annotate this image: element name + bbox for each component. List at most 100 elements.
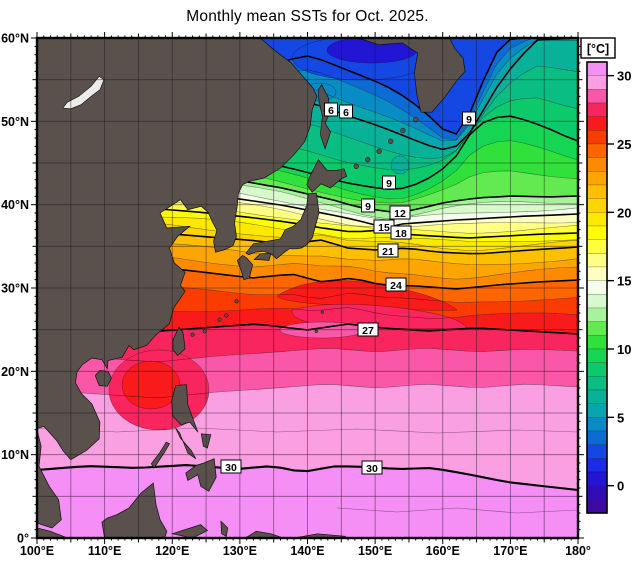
- contour-label-text: 9: [386, 178, 392, 190]
- contour-label-text: 15: [378, 222, 390, 234]
- contour-label-text: 18: [395, 228, 407, 240]
- y-axis-label: 20°N: [1, 365, 29, 379]
- contour-label-box: [389, 205, 411, 220]
- colorbar-border: [586, 61, 608, 514]
- colorbar-segment: [586, 389, 608, 404]
- land-visayas: [175, 427, 197, 460]
- x-axis-label: 180°: [565, 544, 591, 558]
- x-axis-label: 150°E: [358, 544, 392, 558]
- ogasawara-island: [314, 329, 318, 333]
- x-axis-labels: 100°E 110°E 120°E 130°E 140°E 150°E 160°E 170°E…: [20, 544, 591, 558]
- colorbar-tick-label: 0: [617, 479, 624, 494]
- colorbar-segment: [586, 335, 608, 350]
- contour-label-text: 27: [362, 325, 374, 337]
- x-axis-label: 100°E: [20, 544, 54, 558]
- x-axis-label: 140°E: [290, 544, 324, 558]
- contour-label-text: 21: [382, 246, 394, 258]
- contour-label-text: 9: [365, 201, 371, 213]
- contour-label-box: [357, 322, 379, 337]
- lat-lon-grid: [37, 38, 578, 538]
- land-luzon: [171, 384, 199, 433]
- colorbar-segment: [586, 143, 608, 158]
- kuril-island: [388, 138, 394, 144]
- contour-label-box: [339, 104, 353, 119]
- ryukyu-island: [234, 299, 239, 304]
- contour-label-box: [382, 175, 396, 190]
- contour-label-text: 12: [394, 208, 406, 220]
- contour-label-text: 6: [328, 105, 334, 117]
- x-axis-label: 110°E: [88, 544, 122, 558]
- x-axis-label: 120°E: [155, 544, 189, 558]
- colorbar-segment: [586, 253, 608, 268]
- colorbar-segment: [586, 75, 608, 90]
- colorbar-segment: [586, 294, 608, 309]
- contour-label-box: [361, 460, 383, 475]
- land-masses: [37, 38, 466, 538]
- colorbar-tick-label: 15: [617, 274, 631, 289]
- contour-label-box: [220, 459, 242, 474]
- land-hainan: [94, 370, 112, 387]
- colorbar-tick-label: 25: [617, 137, 631, 152]
- contour-label-box: [377, 243, 399, 258]
- contour-label-text: 30: [225, 462, 237, 474]
- colorbar-segment: [586, 266, 608, 281]
- contour-label-box: [324, 102, 338, 117]
- colorbar-segment: [586, 198, 608, 213]
- land-kyushu: [236, 255, 254, 281]
- colorbar-segment: [586, 225, 608, 240]
- ryukyu-island: [224, 313, 229, 318]
- colorbar-unit-box: [580, 37, 616, 59]
- tropical-thin-contour-1: [37, 427, 578, 434]
- kuril-island: [353, 163, 359, 169]
- contour-label-box: [390, 225, 412, 240]
- land-borneo: [101, 482, 168, 538]
- land-shikoku: [253, 252, 272, 261]
- land-mindanao: [185, 458, 217, 492]
- x-axis-label: 170°E: [493, 544, 527, 558]
- land-taiwan: [172, 326, 186, 357]
- colorbar-segment: [586, 89, 608, 104]
- colorbar-segment: [586, 157, 608, 172]
- sst-band-16: [37, 184, 578, 234]
- y-axis-label: 60°N: [1, 32, 29, 46]
- y-axis-label: 10°N: [1, 448, 29, 462]
- colorbar: 30 25 20 15 10 5 0 [°C]: [580, 37, 631, 514]
- y-axis-label: 40°N: [1, 198, 29, 212]
- land-kamchatka: [358, 38, 466, 113]
- colorbar-segment: [586, 485, 608, 500]
- chart-title: Monthly mean SSTs for Oct. 2025.: [186, 8, 429, 25]
- contour-label-text: 30: [366, 463, 378, 475]
- tropical-thin-contour-2: [336, 507, 578, 514]
- ryukyu-island: [190, 332, 195, 337]
- ogasawara-island: [320, 310, 325, 314]
- colorbar-segment: [586, 239, 608, 254]
- land-sumatra: [37, 527, 68, 538]
- contour-label-text: 24: [390, 280, 402, 292]
- colorbar-tick-label: 30: [617, 69, 631, 84]
- contour-label-box: [462, 111, 476, 126]
- colorbar-segment: [586, 471, 608, 486]
- x-axis-label: 130°E: [223, 544, 257, 558]
- colorbar-segment: [586, 307, 608, 322]
- land-palawan: [150, 441, 170, 469]
- colorbar-segment: [586, 376, 608, 391]
- kuril-island: [376, 148, 382, 154]
- y-axis-label: 50°N: [1, 115, 29, 129]
- colorbar-segment: [586, 280, 608, 295]
- colorbar-unit-label: [°C]: [587, 42, 609, 56]
- contour-label-text: 6: [343, 107, 349, 119]
- colorbar-segment: [586, 184, 608, 199]
- colorbar-tick-label: 10: [617, 342, 631, 357]
- colorbar-segment: [586, 362, 608, 377]
- land-halmahera: [220, 520, 229, 537]
- colorbar-segment: [586, 458, 608, 473]
- colorbar-segment: [586, 61, 608, 76]
- contour-label-text: 9: [466, 114, 472, 126]
- kuril-island: [413, 117, 419, 123]
- colorbar-segment: [586, 499, 608, 514]
- colorbar-segment: [586, 212, 608, 227]
- land-malay-peninsula: [37, 429, 62, 529]
